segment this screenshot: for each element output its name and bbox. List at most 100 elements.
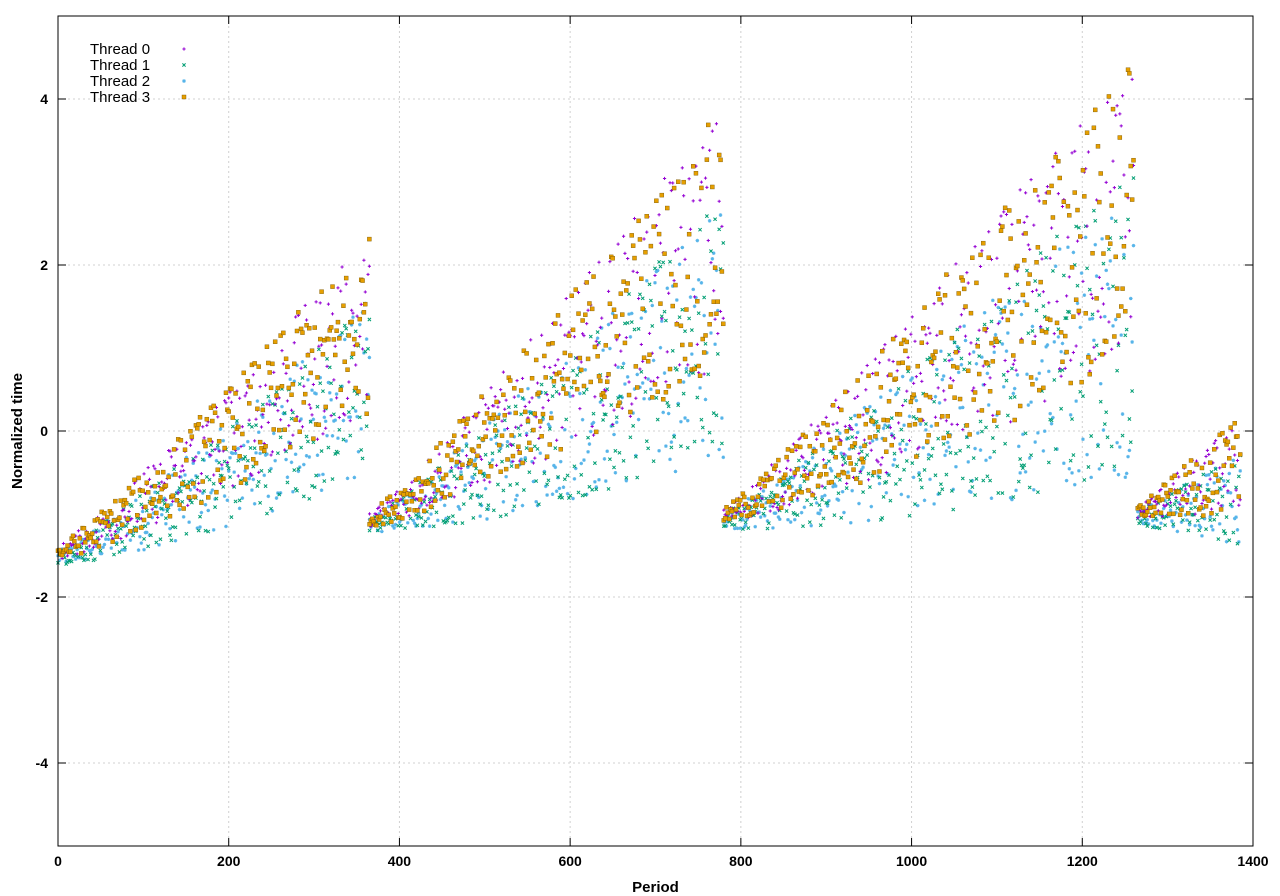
data-point bbox=[809, 502, 814, 507]
data-point bbox=[653, 273, 657, 278]
data-point bbox=[969, 341, 973, 345]
data-point bbox=[149, 496, 153, 500]
data-point bbox=[754, 502, 759, 507]
data-point bbox=[1017, 403, 1023, 409]
data-point bbox=[171, 447, 177, 452]
data-point bbox=[643, 389, 648, 394]
legend-marker bbox=[182, 79, 186, 83]
data-point bbox=[880, 456, 884, 460]
data-point bbox=[1055, 299, 1059, 304]
data-point bbox=[1206, 498, 1211, 503]
data-point bbox=[842, 457, 846, 461]
data-point bbox=[775, 505, 779, 510]
data-point bbox=[794, 448, 798, 452]
data-point bbox=[923, 392, 929, 398]
data-point bbox=[707, 322, 712, 327]
data-point bbox=[795, 498, 800, 503]
data-point bbox=[1123, 475, 1128, 480]
data-point bbox=[309, 348, 315, 353]
data-point bbox=[922, 498, 927, 503]
data-point bbox=[441, 484, 446, 488]
data-point bbox=[1224, 515, 1229, 520]
data-point bbox=[518, 388, 524, 393]
data-point bbox=[1014, 488, 1018, 493]
data-point bbox=[950, 357, 954, 362]
data-points bbox=[55, 67, 1243, 566]
data-point bbox=[289, 460, 294, 465]
data-point bbox=[351, 405, 355, 410]
data-point bbox=[689, 328, 694, 333]
data-point bbox=[1050, 215, 1056, 220]
data-point bbox=[162, 496, 167, 501]
data-point bbox=[947, 352, 952, 357]
data-point bbox=[601, 403, 605, 407]
data-point bbox=[1161, 506, 1166, 511]
data-point bbox=[1210, 498, 1215, 503]
data-point bbox=[576, 311, 581, 316]
data-point bbox=[279, 418, 283, 422]
data-point bbox=[855, 378, 860, 383]
data-point bbox=[1120, 286, 1125, 291]
data-point bbox=[472, 472, 477, 477]
data-point bbox=[211, 528, 216, 532]
data-point bbox=[111, 518, 117, 523]
data-point bbox=[1064, 316, 1069, 321]
data-point bbox=[654, 198, 659, 204]
data-point bbox=[245, 458, 250, 463]
data-point bbox=[687, 373, 691, 378]
data-point bbox=[299, 417, 303, 421]
data-point bbox=[1053, 264, 1058, 269]
data-point bbox=[358, 322, 362, 327]
data-point bbox=[344, 282, 348, 286]
data-point bbox=[715, 351, 720, 356]
data-point bbox=[549, 375, 554, 380]
data-point bbox=[447, 492, 453, 497]
data-point bbox=[936, 291, 941, 296]
data-point bbox=[1036, 194, 1040, 198]
y-tick-label: -4 bbox=[36, 755, 49, 771]
data-point bbox=[465, 416, 471, 422]
data-point bbox=[450, 514, 455, 519]
data-point bbox=[940, 487, 945, 492]
data-point bbox=[579, 461, 584, 466]
data-point bbox=[704, 157, 710, 162]
data-point bbox=[1213, 472, 1218, 477]
data-point bbox=[200, 479, 205, 484]
data-point bbox=[687, 177, 691, 181]
data-point bbox=[960, 476, 965, 481]
data-point bbox=[622, 340, 628, 346]
data-point bbox=[285, 475, 290, 480]
data-point bbox=[1117, 185, 1122, 190]
data-point bbox=[576, 490, 581, 495]
data-point bbox=[168, 449, 172, 453]
data-point bbox=[945, 430, 950, 435]
data-point bbox=[350, 308, 354, 312]
data-point bbox=[499, 388, 503, 392]
data-point bbox=[606, 289, 611, 293]
data-point bbox=[866, 478, 871, 482]
data-point bbox=[1079, 271, 1084, 275]
data-point bbox=[101, 528, 106, 532]
data-point bbox=[673, 249, 678, 253]
data-point bbox=[284, 371, 288, 375]
data-point bbox=[658, 241, 663, 245]
data-point bbox=[340, 265, 344, 269]
data-point bbox=[1227, 456, 1232, 461]
data-point bbox=[1047, 369, 1051, 374]
data-point bbox=[1068, 380, 1073, 386]
data-point bbox=[666, 404, 671, 409]
data-point bbox=[940, 414, 945, 419]
data-point bbox=[639, 316, 644, 320]
data-point bbox=[1041, 304, 1046, 308]
x-tick-label: 800 bbox=[729, 853, 753, 869]
data-point bbox=[884, 449, 889, 454]
data-point bbox=[676, 179, 681, 184]
data-point bbox=[1118, 112, 1122, 116]
data-point bbox=[799, 490, 804, 495]
data-point bbox=[699, 180, 704, 184]
data-point bbox=[591, 411, 596, 416]
data-point bbox=[672, 279, 676, 283]
data-point bbox=[713, 342, 717, 347]
data-point bbox=[759, 503, 765, 508]
data-point bbox=[1006, 331, 1010, 335]
